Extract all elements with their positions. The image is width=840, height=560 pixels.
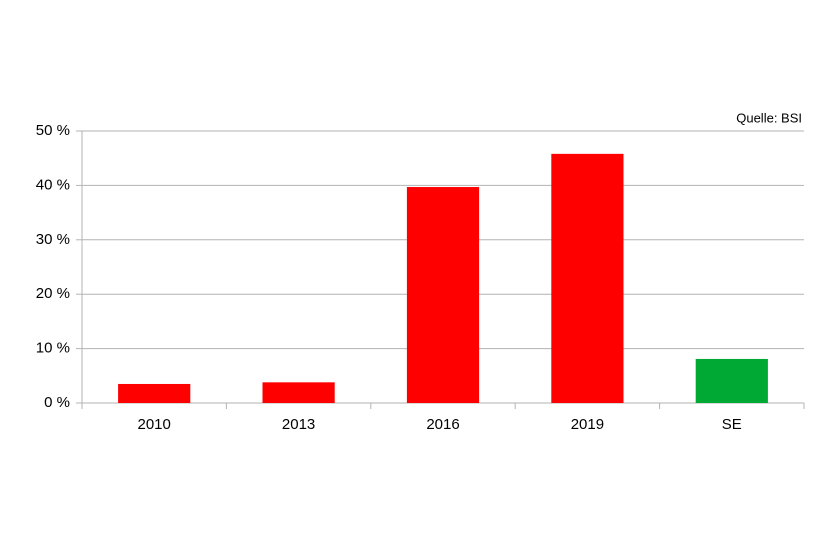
x-tick-label: 2019 xyxy=(571,416,604,433)
y-tick-label: 50 % xyxy=(36,122,70,139)
x-tick-label: 2016 xyxy=(426,416,459,433)
y-tick-label: 20 % xyxy=(36,285,70,302)
y-tick-label: 10 % xyxy=(36,340,70,357)
source-note: Quelle: BSI xyxy=(736,110,802,125)
y-tick-label: 40 % xyxy=(36,176,70,193)
bar xyxy=(262,382,335,403)
y-tick-label: 0 % xyxy=(44,394,70,411)
bar xyxy=(551,153,624,403)
x-tick-label: 2013 xyxy=(282,416,315,433)
bar xyxy=(406,187,480,403)
bar xyxy=(118,383,191,403)
x-tick-label: 2010 xyxy=(138,416,171,433)
y-tick-label: 30 % xyxy=(36,231,70,248)
bar xyxy=(695,358,768,403)
x-tick-label: SE xyxy=(722,416,742,433)
